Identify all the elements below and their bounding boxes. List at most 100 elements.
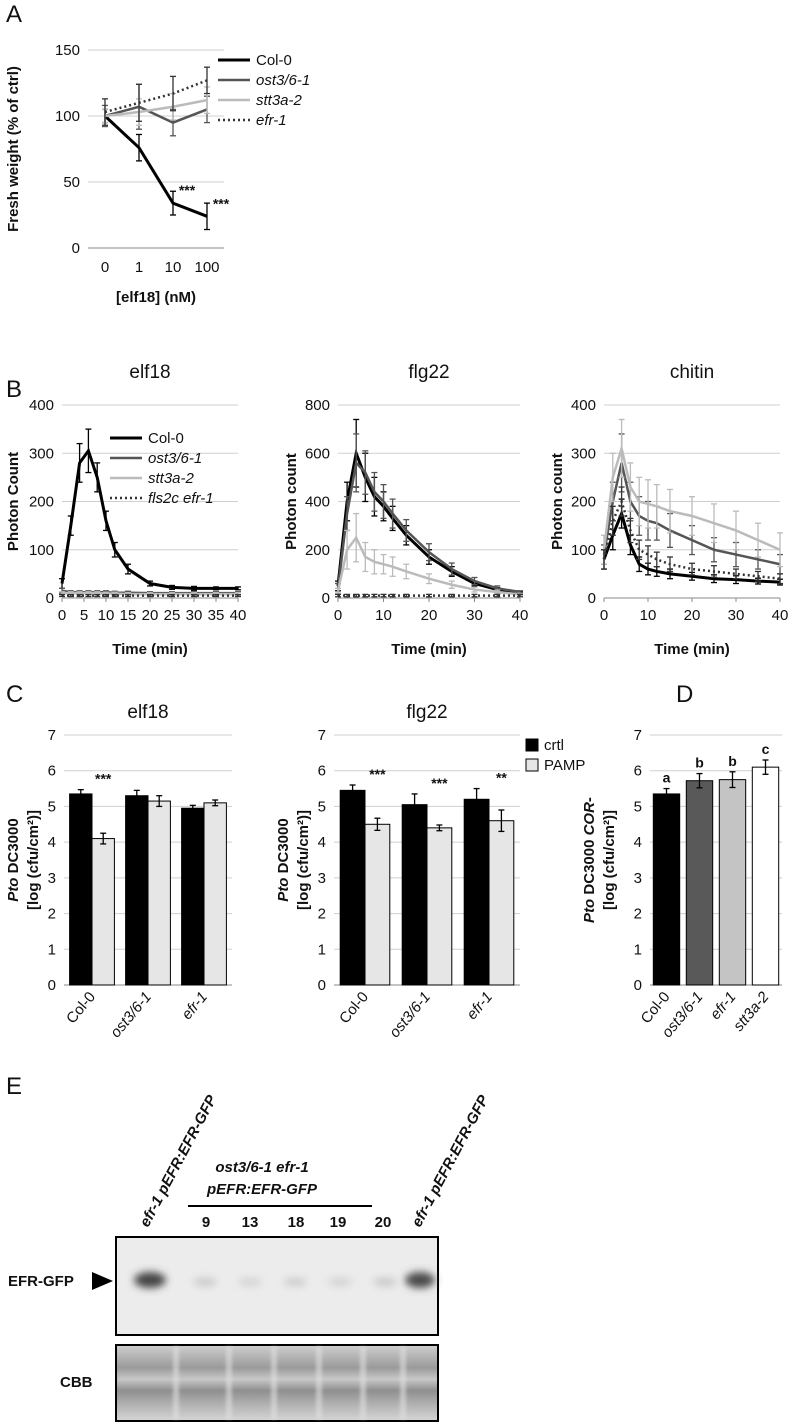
error-bar <box>777 573 783 585</box>
x-tick-label: efr-1 <box>178 989 211 1023</box>
bar <box>364 823 391 986</box>
x-tick-label: 20 <box>142 607 159 624</box>
label-part: DC3000 <box>581 835 598 898</box>
bar <box>463 798 490 986</box>
y-tick-label: 0 <box>322 590 330 607</box>
y-tick-label: 7 <box>48 727 56 744</box>
annotation: *** <box>431 775 448 791</box>
y-tick-label: 0 <box>46 590 54 607</box>
lane-label: 18 <box>288 1214 305 1231</box>
error-bar <box>189 804 196 812</box>
error-bar <box>349 784 356 797</box>
error-bar <box>100 832 107 845</box>
annotation: *** <box>179 182 196 198</box>
x-tick-label: 0 <box>58 607 66 624</box>
bar <box>181 807 205 986</box>
bar <box>401 804 428 986</box>
error-bar <box>156 795 163 808</box>
legend-label: fls2c efr-1 <box>148 490 214 507</box>
x-tick-label: 35 <box>208 607 225 624</box>
label-part: Pto <box>581 899 598 923</box>
series-line <box>336 460 521 594</box>
y-axis-label: [log (cfu/cm²)] <box>295 810 312 910</box>
lane-label: 9 <box>202 1214 210 1231</box>
group-label: ost3/6-1 efr-1 <box>215 1159 308 1176</box>
row-label: CBB <box>60 1374 93 1391</box>
y-tick-label: 300 <box>571 445 596 462</box>
panel-label: A <box>6 1 22 28</box>
x-tick-label: 30 <box>186 607 203 624</box>
error-bar <box>133 789 140 802</box>
lane-label: 20 <box>375 1214 392 1231</box>
series-line <box>602 497 781 580</box>
x-tick-label: 10 <box>165 259 182 276</box>
bar <box>69 793 93 986</box>
x-tick-label: Col-0 <box>63 989 99 1027</box>
y-tick-label: 600 <box>305 445 330 462</box>
bar <box>125 795 149 986</box>
x-tick-label: 40 <box>230 607 247 624</box>
x-tick-label: 25 <box>164 607 181 624</box>
series-line <box>104 79 208 114</box>
error-bar <box>729 771 736 789</box>
y-tick-label: 100 <box>29 542 54 559</box>
legend-label: ost3/6-1 <box>148 450 202 467</box>
arrowhead <box>92 1272 113 1290</box>
label-part: Pto <box>5 878 22 902</box>
y-tick-label: 6 <box>318 763 326 780</box>
legend-label: ost3/6-1 <box>256 72 310 89</box>
error-bar <box>212 799 219 807</box>
row-label: EFR-GFP <box>8 1273 74 1290</box>
bar <box>203 802 227 986</box>
x-axis-label: [elf18] (nM) <box>116 289 196 306</box>
label-part: [log (cfu/cm²)] <box>601 810 618 910</box>
y-tick-label: 5 <box>318 798 326 815</box>
panel-label: E <box>6 1073 22 1100</box>
y-axis-label: Photon count <box>283 453 300 550</box>
label-part: - <box>581 797 598 802</box>
lane-label: efr-1 pEFR:EFR-GFP <box>409 1092 493 1230</box>
series-line <box>602 443 781 551</box>
y-axis-label: Fresh weight (% of ctrl) <box>5 66 22 232</box>
x-tick-label: 0 <box>600 607 608 624</box>
error-bar <box>498 809 505 833</box>
y-tick-label: 3 <box>634 870 642 887</box>
panel-label: C <box>6 681 23 708</box>
y-tick-label: 800 <box>305 397 330 414</box>
x-tick-label: Col-0 <box>336 989 372 1027</box>
label-part: COR <box>581 802 598 836</box>
x-tick-label: 1 <box>135 259 143 276</box>
y-axis-label: [log (cfu/cm²)] <box>25 810 42 910</box>
bar <box>147 800 171 986</box>
annotation: b <box>728 753 737 769</box>
bar <box>718 779 747 986</box>
error-bar <box>696 772 703 789</box>
error-bar <box>436 824 443 832</box>
x-tick-label: 10 <box>375 607 392 624</box>
x-tick-label: 0 <box>101 259 109 276</box>
error-bar <box>762 759 769 775</box>
blot-panel <box>115 1236 439 1336</box>
x-tick-label: 5 <box>80 607 88 624</box>
y-tick-label: 7 <box>318 727 326 744</box>
y-tick-label: 2 <box>48 906 56 923</box>
y-tick-label: 150 <box>55 42 80 59</box>
legend-label: Col-0 <box>256 52 292 69</box>
y-tick-label: 100 <box>55 108 80 125</box>
error-bar <box>653 551 660 568</box>
lane-label: efr-1 pEFR:EFR-GFP <box>137 1092 221 1230</box>
y-tick-label: 100 <box>571 542 596 559</box>
y-tick-label: 400 <box>29 397 54 414</box>
x-tick-label: efr-1 <box>463 989 496 1023</box>
error-bar <box>689 562 695 576</box>
legend-label: stt3a-2 <box>148 470 195 487</box>
y-tick-label: 1 <box>318 941 326 958</box>
y-tick-label: 3 <box>318 870 326 887</box>
x-tick-label: ost3/6-1 <box>386 989 434 1041</box>
legend-label: Col-0 <box>148 430 184 447</box>
x-tick-label: 10 <box>640 607 657 624</box>
label-part: Pto <box>275 878 292 902</box>
group-label: pEFR:EFR-GFP <box>206 1181 318 1198</box>
y-tick-label: 200 <box>571 494 596 511</box>
